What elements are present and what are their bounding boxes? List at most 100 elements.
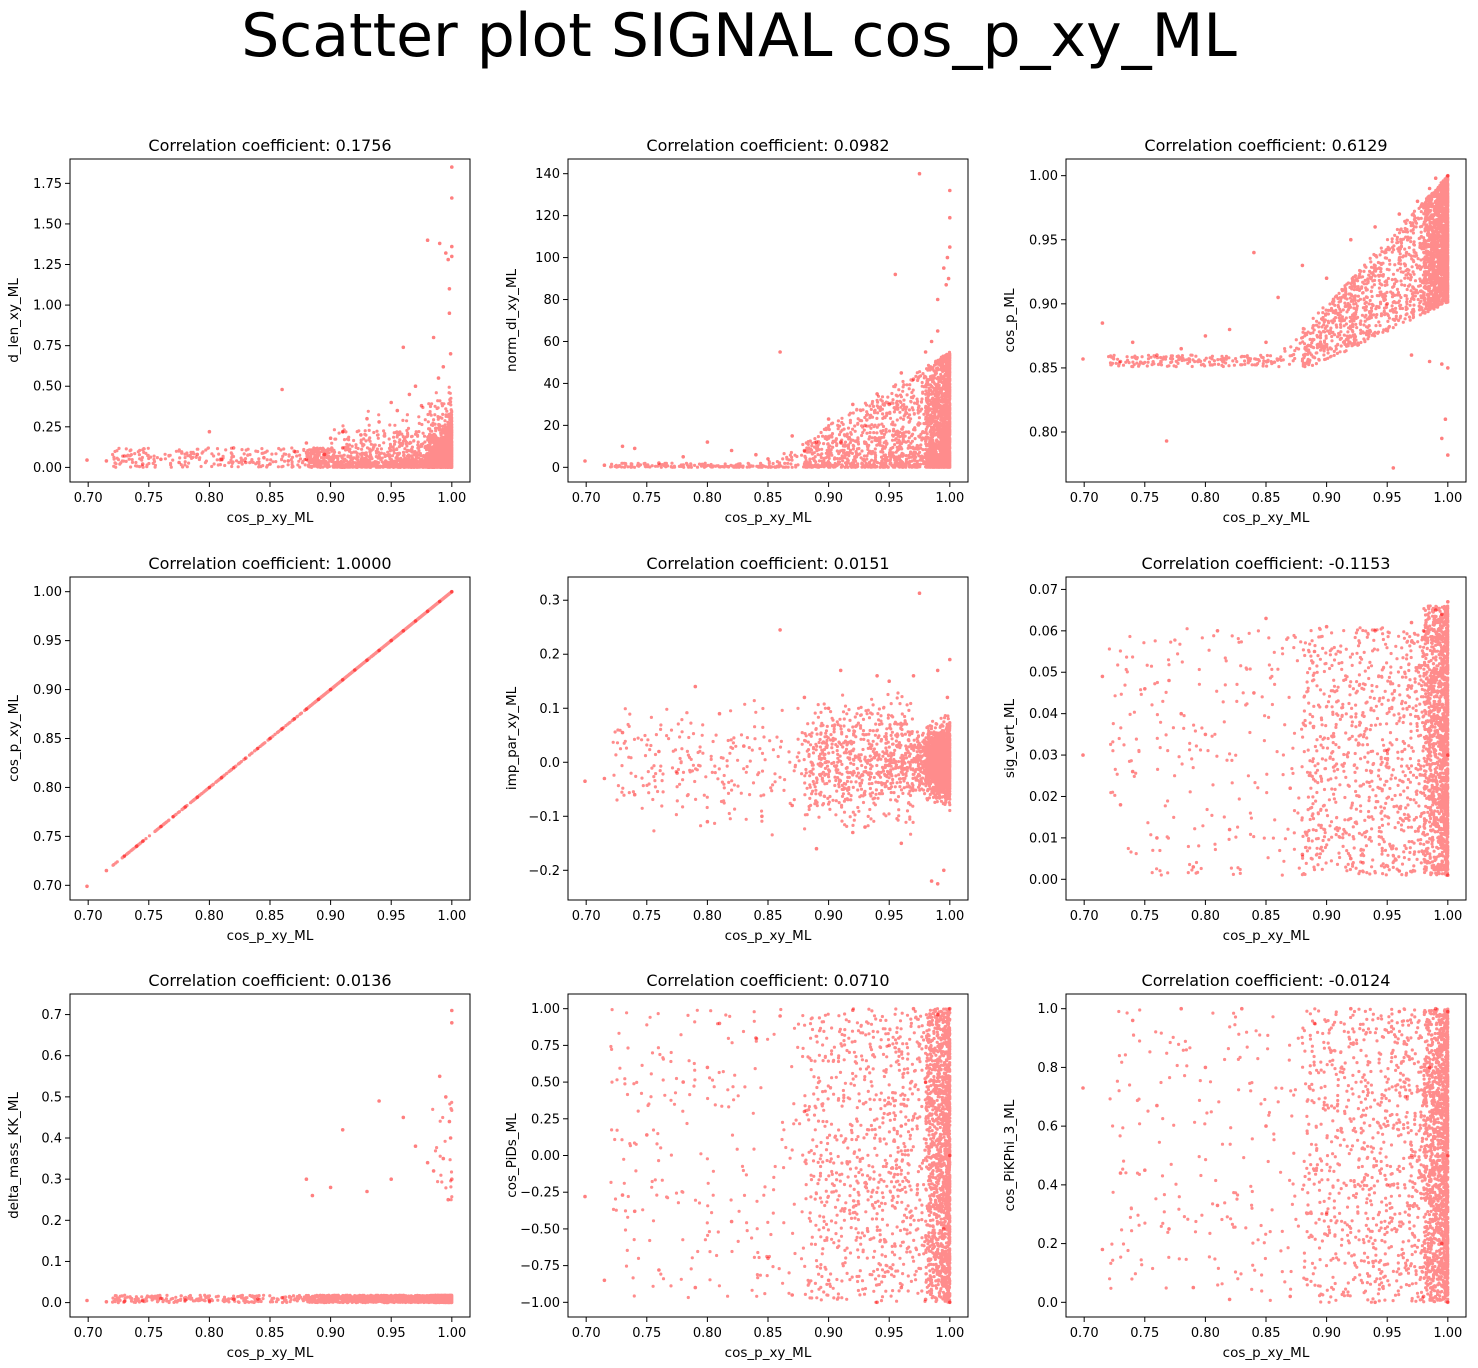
- y-tick-label: 0.75: [33, 339, 62, 354]
- data-point: [1252, 250, 1256, 255]
- data-point: [1373, 629, 1377, 633]
- y-tick-label: 0.5: [41, 1090, 62, 1105]
- data-point: [262, 455, 266, 460]
- data-point: [159, 1296, 163, 1301]
- data-point: [1164, 439, 1169, 443]
- data-point: [778, 350, 782, 354]
- data-point: [171, 815, 175, 819]
- data-point: [231, 1297, 236, 1302]
- data-point: [583, 1194, 587, 1199]
- data-point: [444, 251, 448, 255]
- x-tick-label: 0.80: [1191, 1326, 1220, 1341]
- x-axis-label: cos_p_xy_ML: [725, 510, 812, 526]
- data-point: [1446, 453, 1450, 457]
- data-point: [657, 461, 661, 465]
- data-point: [1118, 1171, 1123, 1175]
- x-tick-label: 0.90: [814, 909, 843, 924]
- data-point: [705, 819, 710, 824]
- data-point: [1427, 1065, 1432, 1070]
- data-point: [207, 1299, 212, 1303]
- subplot-title: Correlation coefficient: 0.0982: [646, 136, 889, 155]
- data-point: [304, 441, 309, 445]
- y-tick-label: 0.4: [1037, 1178, 1058, 1193]
- y-tick-label: −0.75: [520, 1259, 560, 1274]
- x-tick-label: 0.95: [875, 491, 904, 506]
- x-tick-label: 0.80: [693, 1326, 722, 1341]
- data-point: [256, 746, 260, 751]
- data-point: [377, 1099, 381, 1103]
- y-tick-label: 0.02: [1029, 790, 1058, 805]
- x-tick-label: 0.85: [754, 1326, 783, 1341]
- data-point: [256, 1297, 260, 1301]
- x-tick-label: 0.80: [693, 909, 722, 924]
- data-point: [1203, 1065, 1208, 1070]
- data-point: [1252, 691, 1256, 695]
- data-point: [340, 446, 345, 450]
- y-tick-label: 0.3: [539, 594, 560, 609]
- data-point: [948, 215, 952, 220]
- data-point: [448, 1136, 453, 1140]
- data-point: [1349, 1006, 1353, 1011]
- y-tick-label: 0.6: [1037, 1120, 1058, 1135]
- data-point: [929, 879, 934, 883]
- points-2: [583, 171, 952, 469]
- data-point: [1130, 769, 1135, 774]
- data-point: [353, 668, 357, 672]
- x-tick-label: 0.90: [316, 1326, 345, 1341]
- x-tick-label: 0.70: [572, 491, 601, 506]
- data-point: [425, 238, 430, 242]
- data-point: [85, 1298, 89, 1303]
- data-point: [675, 771, 679, 775]
- data-point: [1446, 600, 1450, 604]
- data-point: [942, 266, 946, 270]
- data-point: [122, 454, 127, 458]
- data-point: [826, 1278, 831, 1283]
- data-point: [450, 244, 454, 249]
- x-tick-label: 0.75: [1130, 1326, 1159, 1341]
- x-tick-label: 0.85: [1252, 1326, 1281, 1341]
- data-point: [1446, 1153, 1450, 1158]
- data-point: [413, 384, 418, 389]
- y-axis-label: sig_vert_ML: [1002, 698, 1018, 778]
- data-point: [450, 165, 454, 169]
- data-point: [1203, 334, 1208, 338]
- x-tick-label: 1.00: [437, 909, 466, 924]
- data-point: [140, 839, 145, 844]
- y-tick-label: 0.50: [531, 1076, 560, 1091]
- data-point: [1427, 186, 1432, 191]
- points-5: [583, 591, 952, 886]
- data-point: [693, 684, 698, 689]
- data-point: [316, 697, 321, 702]
- data-point: [1288, 1294, 1292, 1299]
- x-tick-label: 1.00: [935, 1326, 964, 1341]
- data-point: [1264, 616, 1268, 621]
- data-point: [1143, 687, 1147, 691]
- data-point: [1324, 1212, 1329, 1216]
- data-point: [1421, 1294, 1426, 1299]
- y-tick-label: 0.0: [1037, 1296, 1058, 1311]
- data-point: [632, 1209, 637, 1214]
- point-cloud-texture: [609, 350, 952, 469]
- data-point: [280, 387, 284, 392]
- y-tick-label: 0.25: [531, 1112, 560, 1127]
- x-tick-label: 0.90: [814, 491, 843, 506]
- data-point: [942, 868, 946, 873]
- data-point: [583, 459, 587, 463]
- data-point: [1440, 612, 1444, 617]
- data-point: [1167, 1227, 1171, 1231]
- data-point: [389, 638, 394, 643]
- x-axis-label: cos_p_xy_ML: [1223, 928, 1310, 944]
- data-point: [431, 1169, 436, 1173]
- subplot-1: 0.70 0.75 0.80 0.85 0.90 0.95 1.00 0.00 0.25 0.50…: [6, 136, 471, 526]
- data-point: [177, 460, 181, 465]
- data-point: [1373, 225, 1377, 229]
- data-point: [441, 1156, 446, 1161]
- data-point: [911, 377, 916, 382]
- y-tick-label: 0: [552, 461, 560, 476]
- subplot-title: Correlation coefficient: -0.0124: [1142, 971, 1391, 990]
- data-point: [450, 1177, 454, 1181]
- y-tick-label: 0.85: [1029, 361, 1058, 376]
- x-tick-label: 0.70: [1070, 909, 1099, 924]
- x-tick-label: 0.75: [632, 909, 661, 924]
- x-tick-label: 1.00: [1433, 491, 1462, 506]
